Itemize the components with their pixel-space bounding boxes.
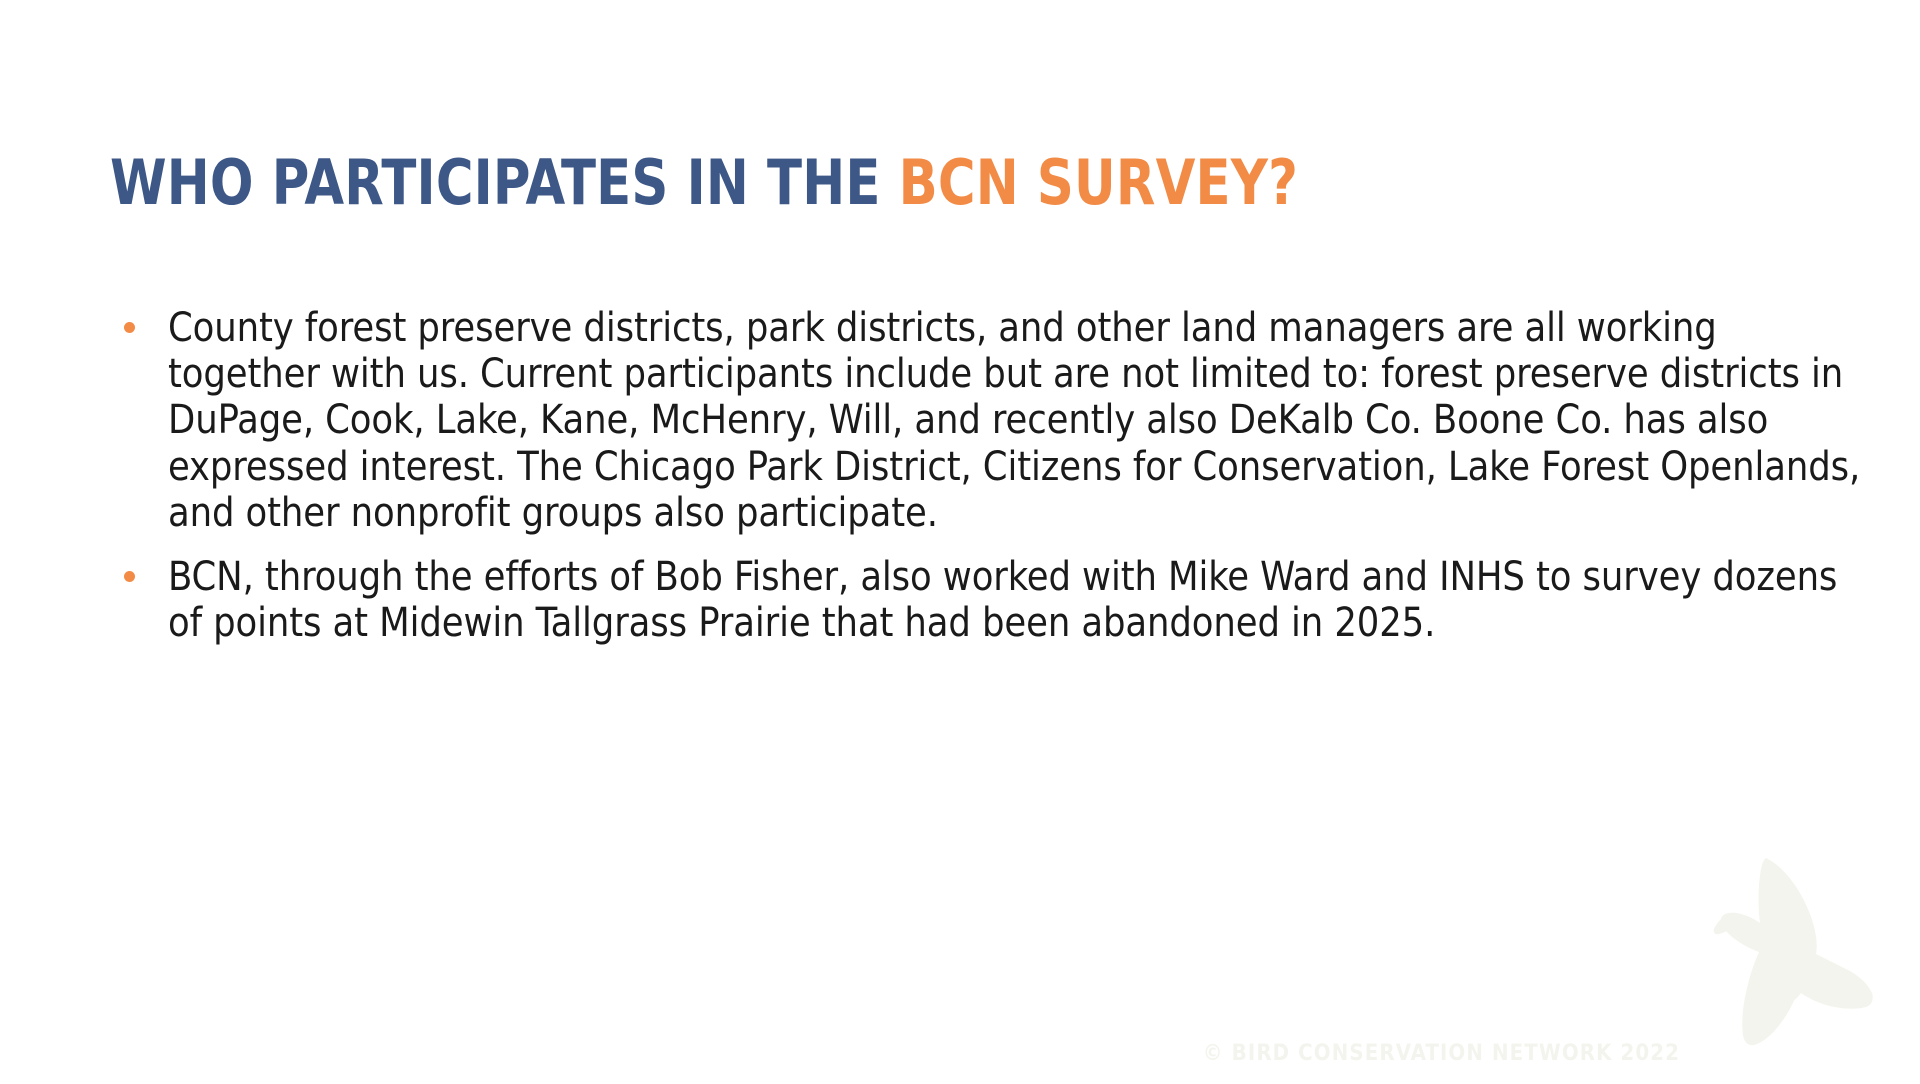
page-title-accent: BCN SURVEY? [898,145,1299,219]
bullet-list: County forest preserve districts, park d… [110,305,1900,664]
copyright-watermark: © BIRD CONSERVATION NETWORK 2022 [1202,1041,1680,1066]
list-item: County forest preserve districts, park d… [110,305,1900,536]
bullet-dot-icon [124,570,135,582]
list-item-text: County forest preserve districts, park d… [168,305,1861,536]
page-title-primary: WHO PARTICIPATES IN THE [110,145,899,219]
bullet-dot-icon [124,322,135,333]
bird-silhouette-icon [1688,856,1898,1046]
list-item: BCN, through the efforts of Bob Fisher, … [110,554,1900,646]
page-title: WHO PARTICIPATES IN THE BCN SURVEY? [110,149,1674,215]
list-item-text: BCN, through the efforts of Bob Fisher, … [168,553,1838,647]
